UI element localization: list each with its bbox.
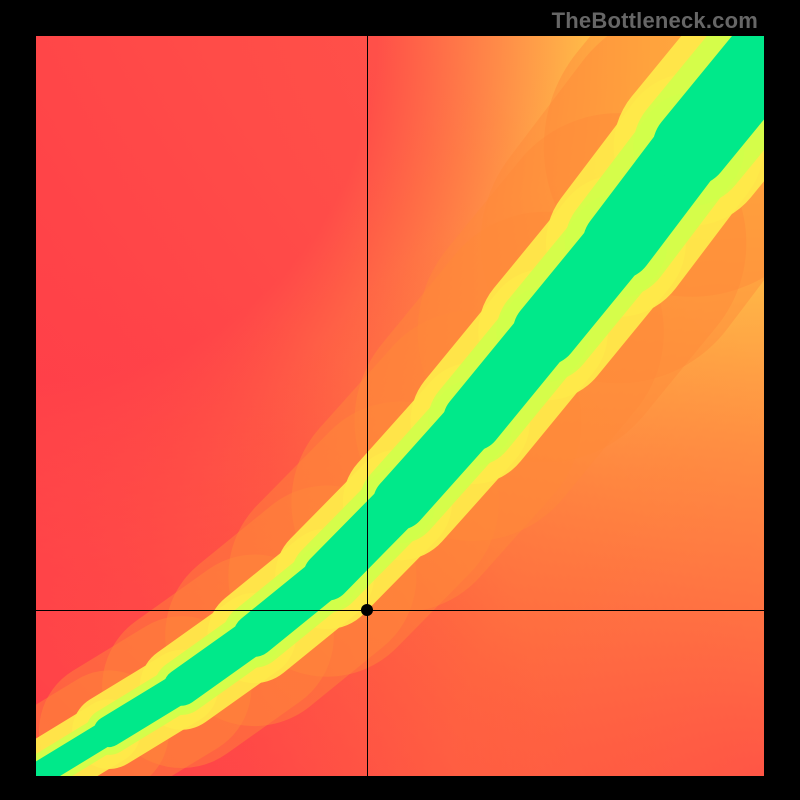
chart-wrap: TheBottleneck.com: [0, 0, 800, 800]
watermark-text: TheBottleneck.com: [552, 8, 758, 34]
heatmap-svg: [36, 36, 764, 776]
heatmap-canvas: [36, 36, 764, 776]
